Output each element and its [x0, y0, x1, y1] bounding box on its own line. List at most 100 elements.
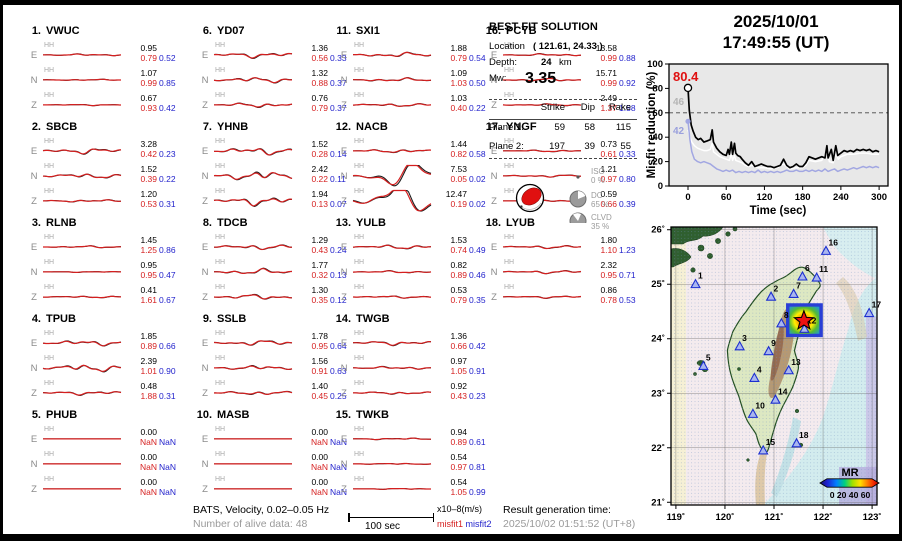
trace-row-MASB-Z: Z HH 0.00 NaN NaN: [190, 476, 352, 500]
amplitude-value: 1.94: [311, 189, 328, 199]
misfit2-value: 0.86: [159, 245, 176, 255]
channel-label: HH: [504, 234, 515, 241]
station-header: 4. TPUB: [21, 313, 76, 327]
misfit1-value: 0.19: [450, 199, 467, 209]
result-time-label: Result generation time:: [503, 504, 611, 516]
channel-label: HH: [215, 380, 226, 387]
misfit1-value: 0.35: [311, 295, 328, 305]
station-header: 11. SXI1: [331, 25, 380, 39]
clvd-label: CLVD 35 %: [591, 213, 612, 231]
station-block-LYUB: 18. LYUB E HH 1.80 1.10 1.23 N HH 2.32 0.95 0.71 Z HH…: [479, 217, 641, 313]
channel-label: HH: [215, 426, 226, 433]
station-number: 7.: [202, 121, 212, 133]
trace-values: 3.28 0.42 0.23: [119, 138, 179, 162]
misfit2-value: 0.23: [159, 149, 176, 159]
map-station-6: 6: [797, 263, 810, 281]
trace-values: 1.21 0.97 0.80: [579, 163, 639, 187]
misfit1-value: 0.89: [450, 270, 467, 280]
map-station-1: 1: [690, 271, 703, 289]
map-station-12: 12: [799, 315, 817, 333]
component-label: Z: [341, 292, 347, 303]
trace-values: 1.07 0.99 0.85: [119, 67, 179, 91]
station-name: PCYB: [506, 25, 537, 37]
amplitude-value: 1.36: [450, 331, 467, 341]
component-label: Z: [491, 196, 497, 207]
table-rule-mid: [489, 119, 637, 120]
station-triangle-icon: [797, 270, 808, 281]
amplitude-value: 1.29: [311, 235, 328, 245]
map-station-10: 10: [747, 400, 765, 418]
waveform-plot: [214, 488, 292, 490]
trace-row-SBCB-E: E HH 3.28 0.42 0.23: [19, 138, 181, 162]
amplitude-value: 1.78: [311, 331, 328, 341]
channel-label: HH: [215, 42, 226, 49]
plane1-strike: 59: [554, 122, 565, 133]
station-name: MASB: [217, 409, 250, 421]
observed-trace: [42, 365, 122, 373]
channel-label: HH: [215, 163, 226, 170]
waveform-plot: [353, 51, 432, 57]
map-lat-label: 26˚: [651, 225, 665, 236]
misfit2-value: 0.58: [469, 149, 486, 159]
amplitude-value: 1.56: [311, 356, 328, 366]
component-label: Z: [31, 484, 37, 495]
station-number: 4.: [31, 313, 41, 325]
component-label: E: [201, 242, 209, 253]
misfit1-value: 0.88: [311, 78, 328, 88]
waveform-plot: [353, 391, 432, 395]
synthetic-trace: [352, 164, 432, 186]
station-number: 15.: [335, 409, 351, 421]
component-label: Z: [31, 292, 37, 303]
amplitude-value: 0.54: [450, 477, 467, 487]
waveform-plot: [42, 391, 122, 396]
trace-row-TWGB-N: N HH 0.97 1.05 0.91: [329, 355, 491, 379]
trace-values: 1.09 1.03 0.50: [429, 67, 489, 91]
synthetic-trace: [353, 295, 431, 299]
channel-label: HH: [354, 476, 365, 483]
misfit1-legend: misfit1: [437, 519, 464, 529]
channel-label: HH: [354, 259, 365, 266]
synthetic-trace: [353, 462, 432, 465]
waveform-plot: [43, 438, 121, 440]
waveform-plot: [502, 270, 582, 275]
waveform-plot: [353, 149, 432, 154]
waveform-plot: [352, 340, 432, 347]
station-block-SSLB: 9. SSLB E HH 1.78 0.95 0.64 N HH 1.56 0.91 0.63 Z HH 1…: [190, 313, 352, 409]
trace-row-TWKB-N: N HH 0.54 0.97 0.81: [329, 451, 491, 475]
synthetic-trace: [213, 171, 293, 181]
y-tick-label: 80: [652, 83, 663, 94]
map-lat-label: 25˚: [651, 279, 665, 290]
amplitude-value: 2.32: [600, 260, 617, 270]
amplitude-value: 0.00: [140, 427, 157, 437]
mechanism-graphics: [515, 175, 587, 223]
misfit1-value: 0.79: [450, 295, 467, 305]
synthetic-trace: [352, 340, 432, 346]
trace-values: 0.53 0.79 0.35: [429, 284, 489, 308]
mr-colorbar: MR 0 20 40 60: [819, 467, 880, 500]
misfit1-value: NaN: [139, 437, 157, 447]
waveform-plot: [42, 199, 122, 203]
component-label: N: [30, 75, 38, 86]
waveform-plot: [43, 488, 121, 490]
misfit1-value: 0.97: [600, 174, 617, 184]
misfit1-value: 0.53: [140, 199, 157, 209]
component-label: N: [490, 267, 498, 278]
misfit1-value: 0.99: [140, 78, 157, 88]
trace-values: 1.56 0.91 0.63: [290, 355, 350, 379]
misfit2-value: 0.63: [330, 366, 347, 376]
synthetic-trace: [213, 77, 292, 84]
misfit2-value: 1.58: [619, 103, 636, 113]
component-label: E: [340, 146, 348, 157]
station-header: 1. VWUC: [21, 25, 80, 39]
chart-markers: [683, 83, 693, 124]
misfit1-value: 1.05: [450, 366, 467, 376]
component-label: E: [340, 242, 348, 253]
synthetic-trace: [43, 199, 122, 203]
station-triangle-icon: [757, 444, 769, 455]
station-block-VWUC: 1. VWUC E HH 0.95 0.79 0.52 N HH 1.07 0.99 0.85 Z HH 0…: [19, 25, 181, 121]
misfit2-value: 0.33: [330, 53, 347, 63]
peak-misfit-marker: [683, 83, 693, 93]
amplitude-value: 1.07: [140, 68, 157, 78]
amplitude-value: 0.00: [140, 452, 157, 462]
